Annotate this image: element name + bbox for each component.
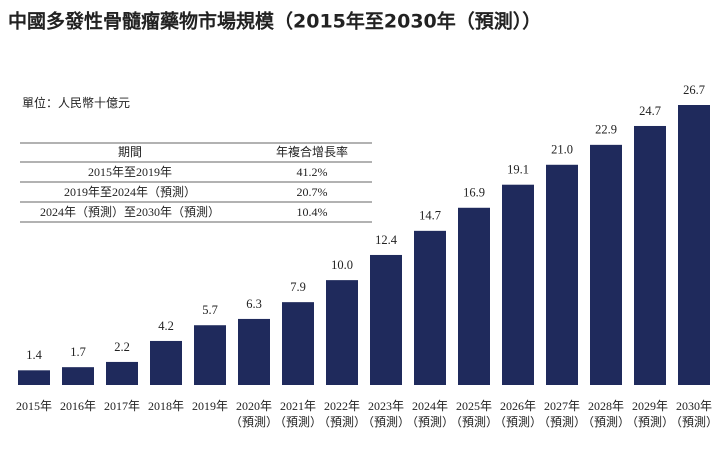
bar xyxy=(326,280,358,385)
x-tick-label: （預測） xyxy=(670,415,718,429)
x-tick-label: （預測） xyxy=(450,415,498,429)
value-label: 24.7 xyxy=(639,104,661,118)
x-tick-label: 2021年 xyxy=(280,399,316,413)
bar xyxy=(414,230,446,385)
table-cell: 2024年（預測）至2030年（預測） xyxy=(40,205,220,219)
bar xyxy=(634,125,666,385)
value-label: 6.3 xyxy=(246,297,262,311)
x-tick-label: 2017年 xyxy=(104,399,140,413)
table-cell: 2019年至2024年（預測） xyxy=(64,185,196,199)
x-tick-label: 2020年 xyxy=(236,399,272,413)
x-tick-label: （預測） xyxy=(494,415,542,429)
bar xyxy=(18,370,50,385)
x-tick-label: （預測） xyxy=(538,415,586,429)
table-cell: 10.4% xyxy=(297,205,328,219)
x-tick-label: 2028年 xyxy=(588,399,624,413)
x-tick-label: 2023年 xyxy=(368,399,404,413)
x-tick-label: 2030年 xyxy=(676,399,712,413)
table-cell: 2015年至2019年 xyxy=(88,165,172,179)
value-label: 10.0 xyxy=(331,258,353,272)
x-tick-label: 2025年 xyxy=(456,399,492,413)
x-tick-label: 2022年 xyxy=(324,399,360,413)
bar xyxy=(238,318,270,385)
x-tick-label: 2029年 xyxy=(632,399,668,413)
value-label: 21.0 xyxy=(551,143,573,157)
bar xyxy=(282,302,314,385)
value-label: 14.7 xyxy=(419,209,441,223)
value-label: 12.4 xyxy=(375,233,398,247)
bar xyxy=(194,325,226,385)
x-tick-label: 2016年 xyxy=(60,399,96,413)
x-tick-label: 2027年 xyxy=(544,399,580,413)
x-tick-label: （預測） xyxy=(274,415,322,429)
table-header: 期間 xyxy=(118,145,142,159)
x-tick-label: 2024年 xyxy=(412,399,448,413)
x-tick-label: （預測） xyxy=(230,415,278,429)
x-tick-label: （預測） xyxy=(406,415,454,429)
x-tick-label: （預測） xyxy=(626,415,674,429)
x-tick-label: 2026年 xyxy=(500,399,536,413)
bar xyxy=(458,207,490,385)
x-tick-label: （預測） xyxy=(362,415,410,429)
table-cell: 41.2% xyxy=(297,165,328,179)
x-tick-label: 2015年 xyxy=(16,399,52,413)
bar xyxy=(678,105,710,385)
bar xyxy=(150,340,182,385)
bar xyxy=(590,144,622,385)
value-label: 7.9 xyxy=(290,280,306,294)
value-label: 22.9 xyxy=(595,123,617,137)
value-label: 1.4 xyxy=(26,348,42,362)
bar xyxy=(370,254,402,385)
table-header: 年複合增長率 xyxy=(276,144,348,159)
cagr-table xyxy=(20,142,372,223)
value-label: 26.7 xyxy=(683,83,705,97)
value-label: 4.2 xyxy=(158,319,174,333)
value-label: 16.9 xyxy=(463,186,485,200)
value-label: 19.1 xyxy=(507,163,529,177)
value-label: 5.7 xyxy=(202,303,218,317)
bar xyxy=(106,361,138,385)
bar xyxy=(62,367,94,385)
x-tick-label: 2019年 xyxy=(192,399,228,413)
chart-title: 中國多發性骨髓瘤藥物市場規模（2015年至2030年（預測）） xyxy=(8,10,541,33)
bar xyxy=(546,164,578,385)
x-tick-label: （預測） xyxy=(318,415,366,429)
bar xyxy=(502,184,534,385)
value-label: 2.2 xyxy=(114,340,130,354)
value-label: 1.7 xyxy=(70,345,86,359)
unit-label: 單位：人民幣十億元 xyxy=(22,95,130,110)
table-cell: 20.7% xyxy=(297,185,328,199)
x-tick-label: （預測） xyxy=(582,415,630,429)
x-tick-label: 2018年 xyxy=(148,399,184,413)
